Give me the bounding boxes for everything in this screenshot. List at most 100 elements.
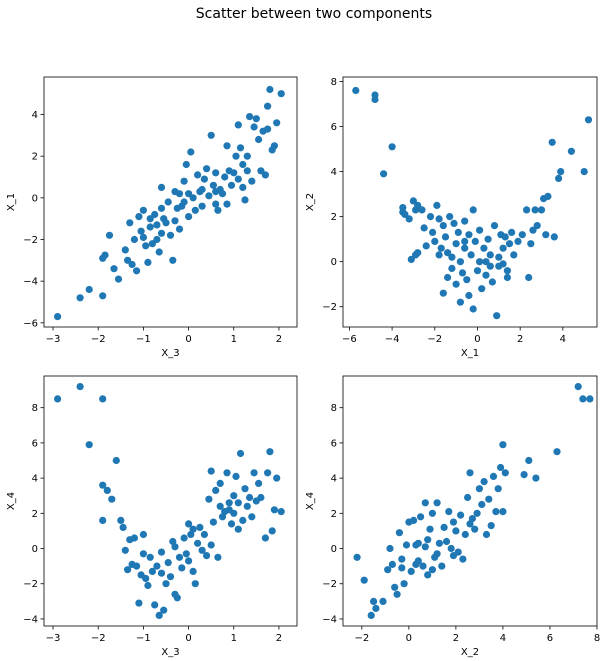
data-point <box>164 559 172 567</box>
data-point <box>209 518 217 526</box>
subplot-3: −3 −2 −1 0 1 2 −4 −2 0 2 4 6 8 X_3 X_4 <box>6 375 298 658</box>
data-point <box>99 481 107 489</box>
data-point <box>261 534 269 542</box>
data-point <box>407 567 415 576</box>
data-point <box>473 267 482 275</box>
data-point <box>367 611 375 620</box>
data-point <box>433 201 441 209</box>
data-point <box>424 571 432 579</box>
data-point <box>255 135 263 144</box>
data-point <box>175 553 184 561</box>
data-point <box>395 529 403 537</box>
data-point <box>487 522 495 530</box>
data-point <box>264 125 272 133</box>
y-tick-label: −4 <box>23 614 38 625</box>
y-tick-label: −2 <box>23 235 38 246</box>
data-point <box>205 495 213 503</box>
data-point <box>574 383 582 391</box>
x-axis-label: X_1 <box>461 348 479 359</box>
data-point <box>518 231 526 239</box>
data-point <box>209 181 217 189</box>
data-point <box>476 226 484 234</box>
subplot-4: −2 0 2 4 6 8 −4 −2 0 2 4 6 8 X_2 X_4 <box>305 375 600 658</box>
x-tick-label: 0 <box>185 633 191 644</box>
x-tick-label: 1 <box>231 633 237 644</box>
data-point <box>187 148 195 156</box>
y-tick-label: 2 <box>32 509 38 520</box>
data-point <box>144 258 152 266</box>
data-point <box>239 516 247 525</box>
data-point <box>266 448 274 456</box>
data-point <box>99 516 107 525</box>
data-point <box>255 479 263 487</box>
data-point <box>419 562 427 570</box>
data-point <box>533 222 541 230</box>
x-tick-label: 4 <box>500 633 506 644</box>
data-point <box>499 441 507 449</box>
data-point <box>523 206 531 214</box>
data-point <box>142 242 150 250</box>
data-point <box>525 273 533 282</box>
data-point <box>248 513 256 521</box>
data-point <box>139 550 147 558</box>
data-point <box>273 119 281 127</box>
data-point <box>353 553 361 561</box>
data-point <box>105 231 114 239</box>
data-point <box>422 242 430 250</box>
data-point <box>441 233 450 241</box>
data-point <box>153 562 161 570</box>
data-point <box>461 530 469 539</box>
data-point <box>457 511 465 519</box>
data-point <box>148 240 156 248</box>
data-point <box>520 471 528 479</box>
data-point <box>126 219 134 227</box>
data-point <box>264 102 272 110</box>
data-point <box>550 233 558 241</box>
y-tick-label: −4 <box>322 614 337 625</box>
data-point <box>567 147 576 155</box>
data-point <box>146 223 154 231</box>
subplots-grid: −3 −2 −1 0 1 2 −6 −4 −2 0 2 4 X_3 X_1 −6 −4 −2 0 2 4 −2 0 2 4 6 8… <box>6 76 600 658</box>
data-point <box>555 174 563 182</box>
y-tick-label: −2 <box>322 579 337 590</box>
data-point <box>221 173 229 181</box>
data-point <box>99 395 107 403</box>
data-point <box>139 233 147 241</box>
data-point <box>135 213 143 221</box>
data-point <box>239 183 247 191</box>
data-point <box>448 264 456 272</box>
data-point <box>230 169 238 177</box>
data-point <box>124 256 132 264</box>
data-point <box>236 449 245 458</box>
data-point <box>99 292 107 300</box>
x-tick-label: −3 <box>46 334 61 345</box>
data-point <box>379 597 387 606</box>
data-point <box>103 486 111 494</box>
data-point <box>420 224 428 232</box>
data-point <box>446 213 454 221</box>
x-axis-label: X_2 <box>461 647 479 658</box>
data-point <box>429 228 437 236</box>
axes-frame <box>342 76 598 328</box>
data-point <box>234 499 242 507</box>
data-point <box>459 555 467 563</box>
data-point <box>428 566 436 574</box>
data-point <box>252 115 260 123</box>
data-point <box>198 202 206 210</box>
data-point <box>431 237 439 245</box>
data-point <box>529 226 537 234</box>
data-point <box>488 278 496 286</box>
data-point <box>452 527 460 535</box>
data-point <box>461 244 469 252</box>
data-point <box>485 495 493 503</box>
data-point <box>465 231 473 239</box>
data-point <box>580 168 588 176</box>
y-tick-label: 4 <box>331 474 337 485</box>
data-point <box>216 502 224 510</box>
data-point <box>475 485 483 493</box>
data-point <box>171 217 179 225</box>
data-point <box>157 569 166 577</box>
data-point <box>121 546 129 554</box>
x-tick-label: 2 <box>453 633 459 644</box>
data-point <box>180 177 188 185</box>
